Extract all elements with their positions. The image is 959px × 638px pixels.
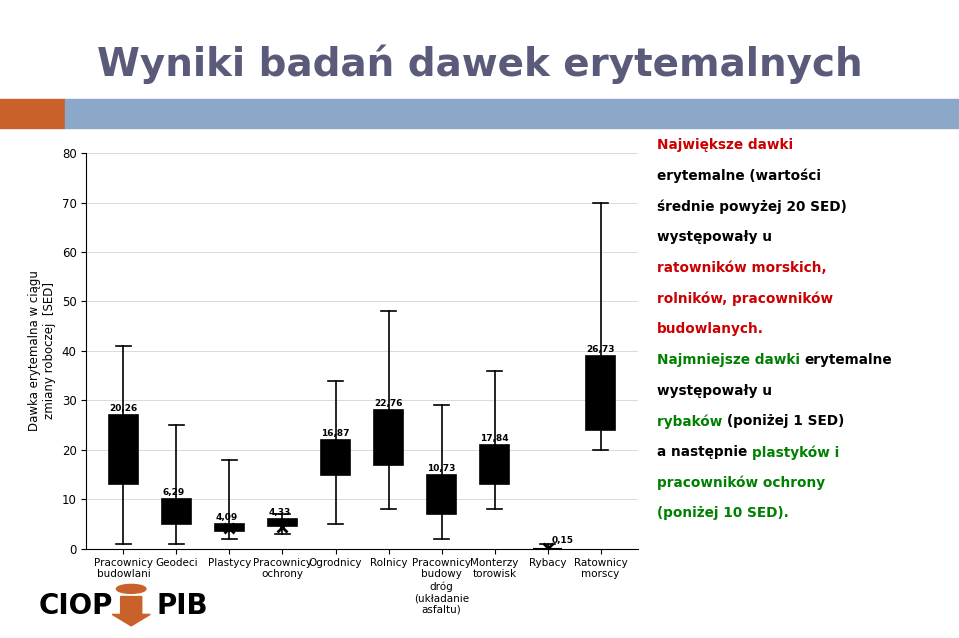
Text: Wyniki badań dawek erytemalnych: Wyniki badań dawek erytemalnych: [97, 45, 862, 84]
Text: rybaków: rybaków: [657, 414, 727, 429]
Text: występowały u: występowały u: [657, 230, 772, 244]
Text: budowlanych.: budowlanych.: [657, 322, 763, 336]
Text: 26,73: 26,73: [586, 345, 615, 354]
Text: 17,84: 17,84: [480, 434, 509, 443]
Text: występowały u: występowały u: [657, 383, 772, 397]
Text: ratowników morskich,: ratowników morskich,: [657, 261, 827, 275]
PathPatch shape: [480, 445, 509, 484]
Text: 4,09: 4,09: [215, 513, 238, 522]
PathPatch shape: [427, 475, 456, 514]
PathPatch shape: [321, 440, 350, 475]
Text: 16,87: 16,87: [321, 429, 350, 438]
Text: erytemalne: erytemalne: [805, 353, 892, 367]
Text: 10,73: 10,73: [428, 464, 456, 473]
Text: średnie powyżej 20 SED): średnie powyżej 20 SED): [657, 200, 847, 214]
Text: 0,15: 0,15: [551, 537, 573, 545]
PathPatch shape: [108, 415, 138, 484]
Text: PIB: PIB: [156, 592, 208, 620]
Text: 4,33: 4,33: [269, 508, 291, 517]
Text: Największe dawki: Największe dawki: [657, 138, 798, 152]
PathPatch shape: [162, 499, 191, 524]
Y-axis label: Dawka erytemalna w ciągu
zmiany roboczej  [SED]: Dawka erytemalna w ciągu zmiany roboczej…: [28, 271, 57, 431]
Text: rolników, pracowników: rolników, pracowników: [657, 292, 833, 306]
Text: (poniżej 10 SED).: (poniżej 10 SED).: [657, 507, 788, 521]
Text: a następnie: a następnie: [657, 445, 752, 459]
Text: 6,29: 6,29: [162, 488, 184, 497]
PathPatch shape: [268, 519, 297, 526]
Text: 22,76: 22,76: [374, 399, 403, 408]
Text: CIOP: CIOP: [38, 592, 113, 620]
Text: erytemalne (wartości: erytemalne (wartości: [657, 169, 821, 183]
Circle shape: [116, 584, 146, 593]
Text: 20,26: 20,26: [109, 404, 137, 413]
PathPatch shape: [586, 356, 616, 430]
Text: Najmniejsze dawki: Najmniejsze dawki: [657, 353, 805, 367]
FancyArrow shape: [112, 597, 151, 626]
Text: pracowników ochrony: pracowników ochrony: [657, 476, 825, 490]
PathPatch shape: [374, 410, 403, 464]
Text: (poniżej 1 SED): (poniżej 1 SED): [727, 414, 844, 428]
Text: plastyków i: plastyków i: [752, 445, 839, 459]
PathPatch shape: [215, 524, 244, 531]
